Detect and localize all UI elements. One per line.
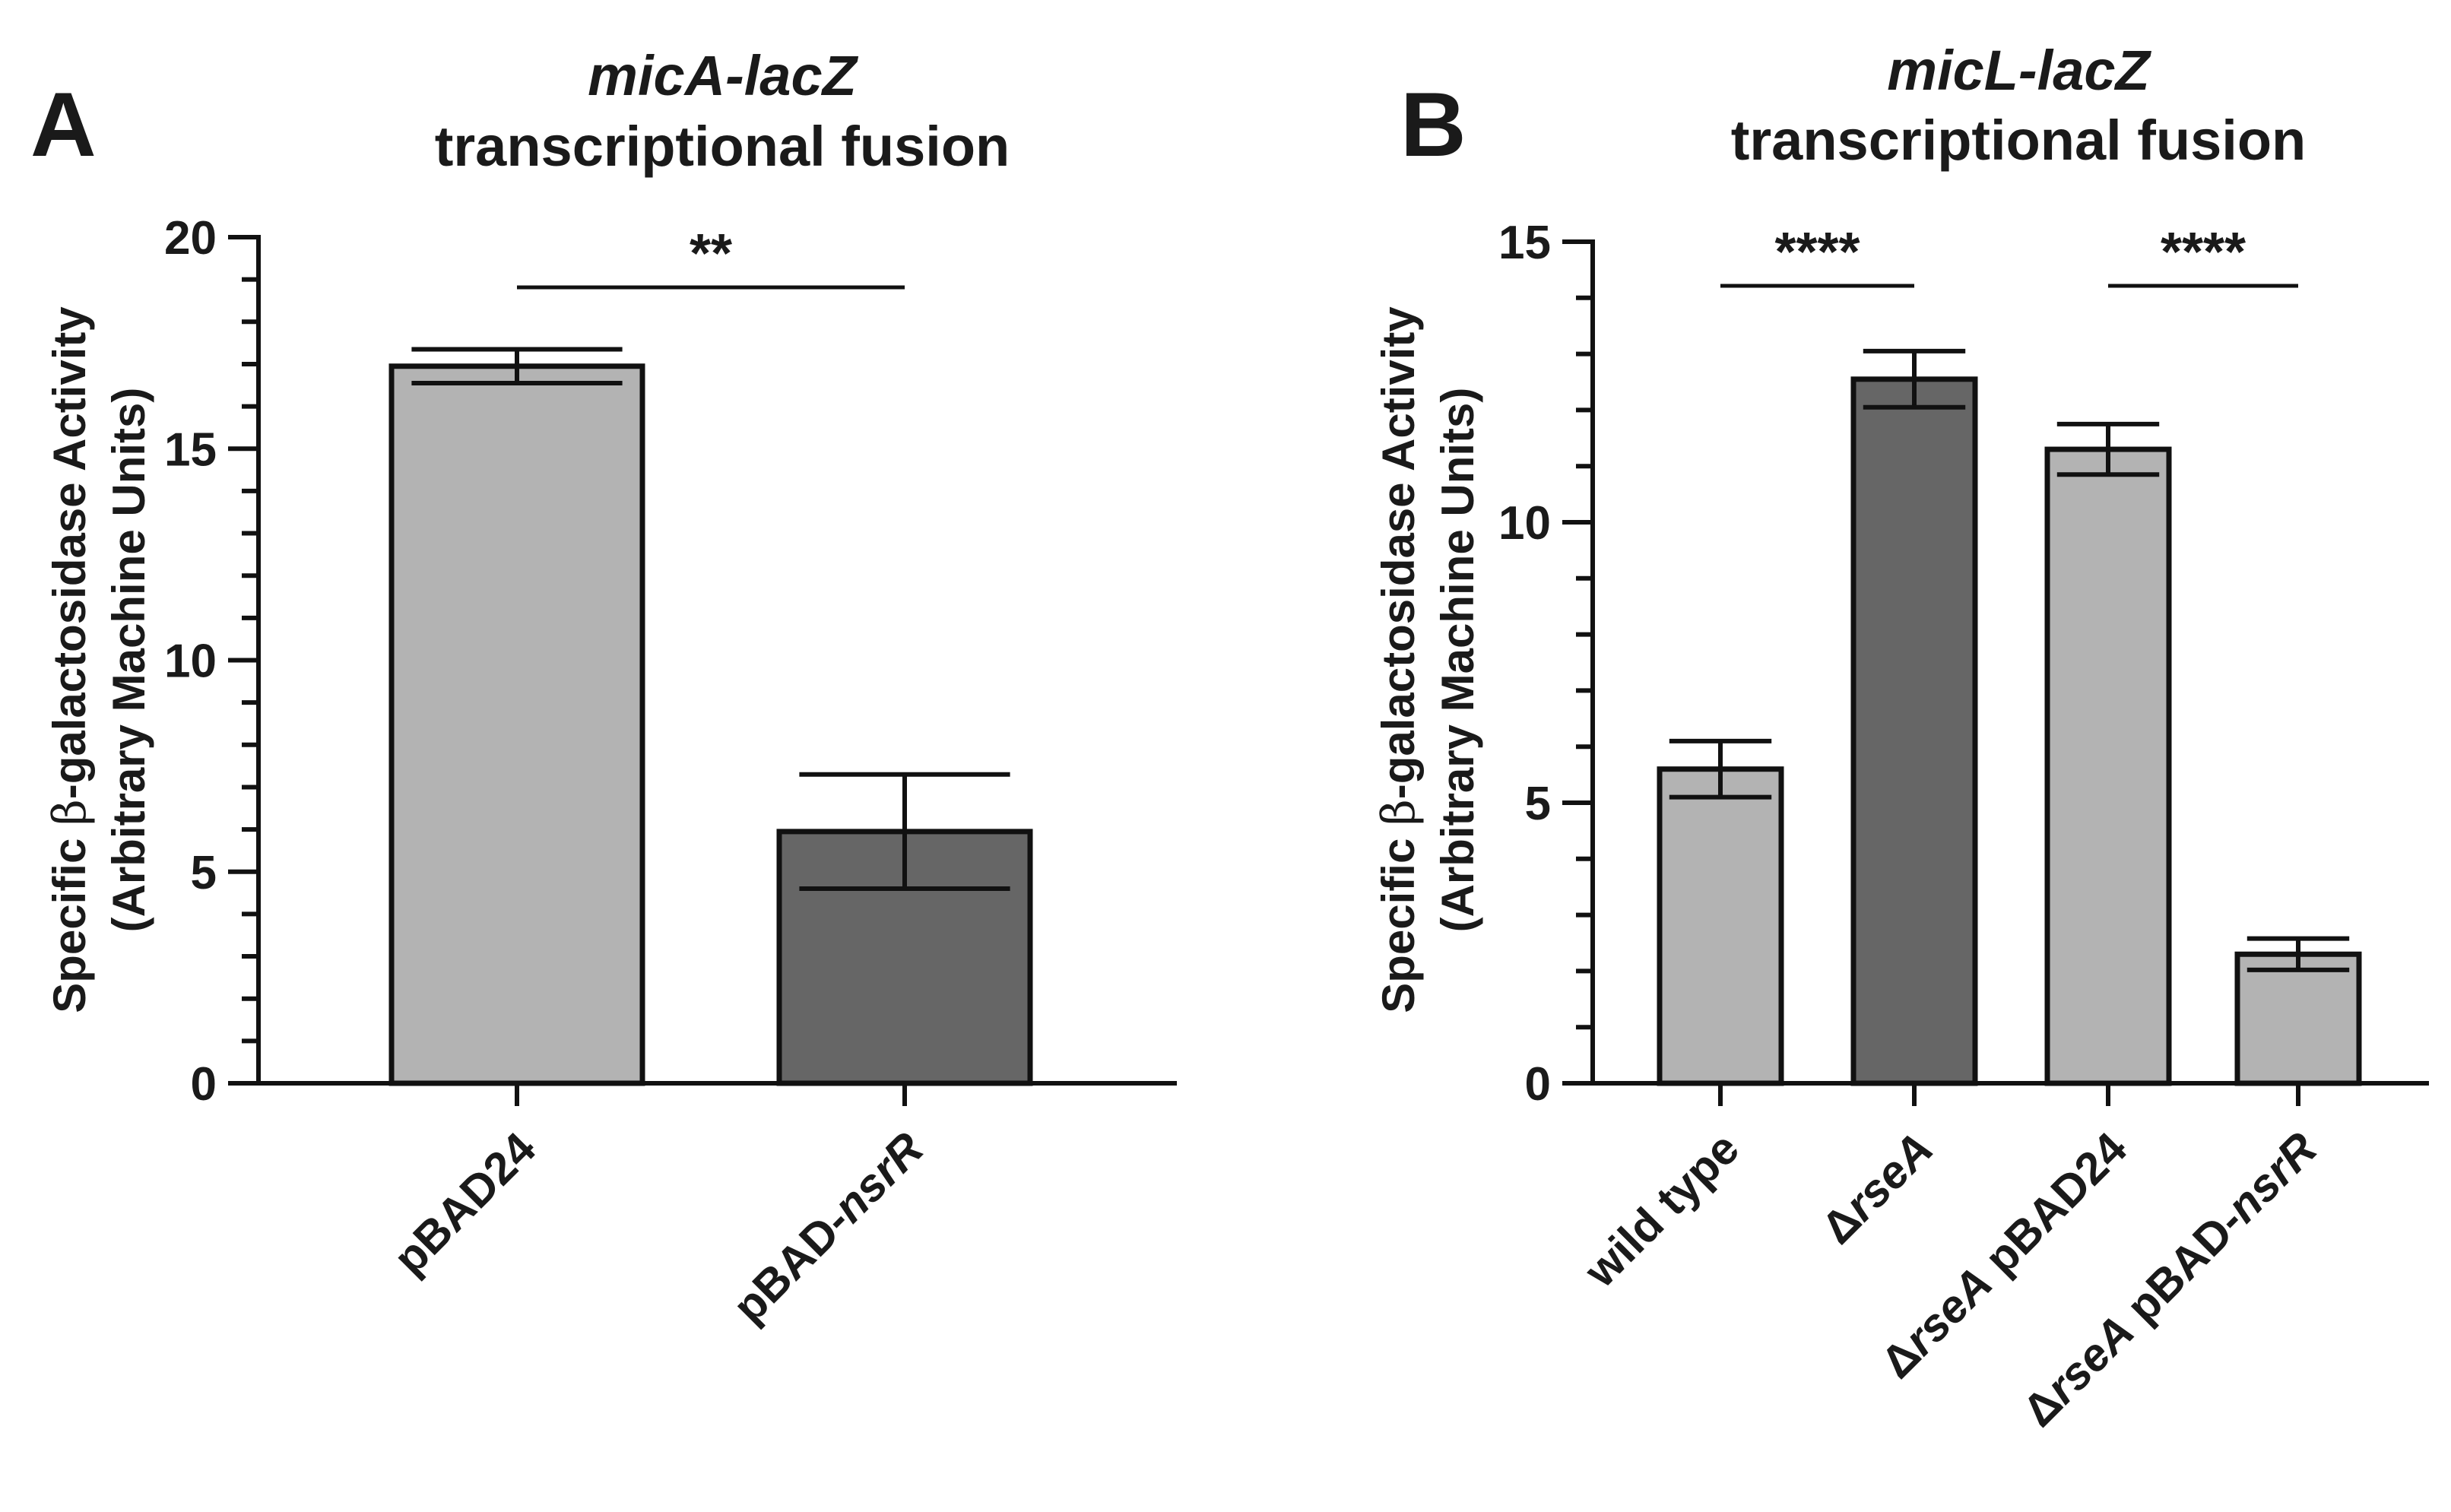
x-tick-label: ΔrseA [1812, 1123, 1942, 1254]
bar [388, 363, 645, 1086]
y-tick-label: 15 [1498, 217, 1551, 269]
chart-title-line1: micA-lacZ [588, 44, 858, 107]
y-axis-label-line2: (Arbitrary Machine Units) [103, 388, 154, 933]
chart-title-line2: transcriptional fusion [1731, 109, 2307, 172]
bar [2234, 951, 2362, 1086]
y-axis-label: Specific β-galactosidase Activity [43, 306, 97, 1013]
x-tick-label: pBAD-nsrR [723, 1123, 933, 1333]
x-tick-label: wild type [1574, 1123, 1749, 1298]
y-tick-label: 0 [191, 1058, 217, 1111]
bar [1657, 766, 1784, 1086]
y-tick-label: 10 [164, 636, 217, 688]
y-tick-label: 10 [1498, 497, 1551, 550]
y-axis-label: Specific β-galactosidase Activity [1372, 306, 1425, 1013]
x-tick-label: pBAD24 [384, 1122, 546, 1284]
bar [1850, 376, 1978, 1086]
y-axis-label-line2: (Arbitrary Machine Units) [1432, 388, 1483, 933]
y-tick-label: 15 [164, 423, 217, 476]
panel-letter: A [30, 74, 97, 176]
y-tick-label: 0 [1525, 1058, 1551, 1111]
panel-letter: B [1400, 74, 1466, 176]
bar [2044, 446, 2172, 1086]
chart-title-line1: micL-lacZ [1887, 39, 2151, 102]
chart-title-line2: transcriptional fusion [435, 115, 1010, 178]
significance-label: ** [690, 223, 732, 284]
y-tick-label: 20 [164, 212, 217, 265]
significance-label: **** [2161, 222, 2246, 283]
y-tick-label: 5 [191, 847, 217, 899]
y-tick-label: 5 [1525, 778, 1551, 830]
significance-label: **** [1774, 222, 1860, 283]
